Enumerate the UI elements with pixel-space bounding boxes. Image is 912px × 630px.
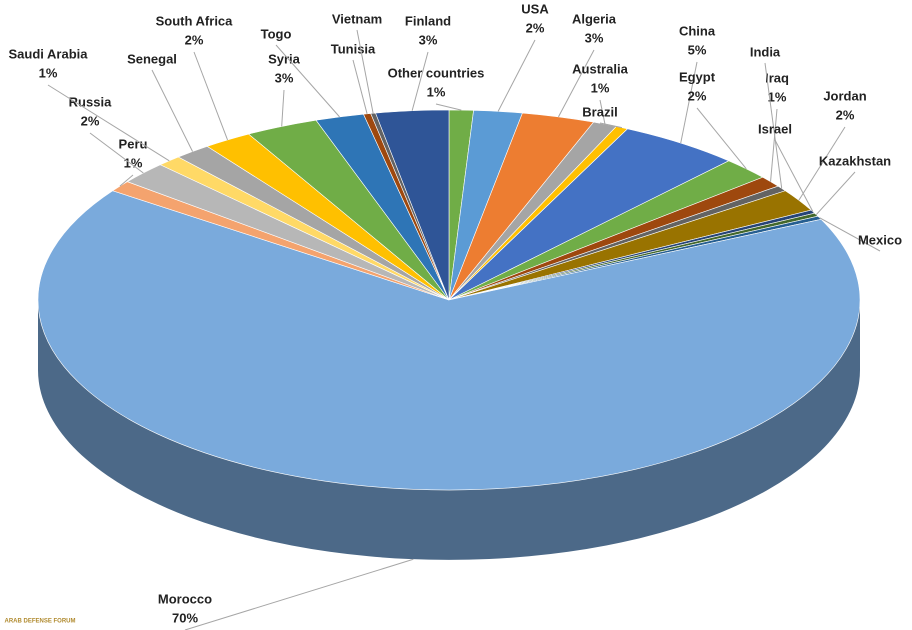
leader-line bbox=[356, 29, 374, 114]
slice-value: 2% bbox=[526, 20, 545, 35]
slice-label: Egypt bbox=[679, 69, 716, 84]
slice-label: Jordan bbox=[823, 88, 866, 103]
slice-value: 1% bbox=[427, 84, 446, 99]
leader-line bbox=[696, 107, 747, 170]
slice-label: China bbox=[679, 23, 716, 38]
slice-label: Saudi Arabia bbox=[9, 46, 89, 61]
watermark: ARAB DEFENSE FORUM bbox=[4, 619, 75, 625]
slice-value: 3% bbox=[585, 30, 604, 45]
leader-line bbox=[151, 69, 193, 152]
leader-line bbox=[275, 44, 340, 118]
leader-line bbox=[819, 217, 881, 252]
slice-label: Kazakhstan bbox=[819, 153, 891, 168]
leader-line bbox=[193, 51, 229, 141]
slice-label: Australia bbox=[572, 61, 628, 76]
slice-value: 3% bbox=[275, 70, 294, 85]
slice-label: Mexico bbox=[858, 232, 902, 247]
leader-line bbox=[119, 174, 134, 187]
slice-label: Iraq bbox=[765, 70, 789, 85]
leader-line bbox=[599, 122, 623, 129]
slice-value: 5% bbox=[688, 42, 707, 57]
slice-value: 2% bbox=[836, 107, 855, 122]
slice-value: 1% bbox=[124, 155, 143, 170]
slice-value: 1% bbox=[768, 89, 787, 104]
slice bbox=[375, 109, 450, 301]
slice-label: Brazil bbox=[582, 104, 617, 119]
leader-line bbox=[47, 84, 170, 162]
leader-line bbox=[599, 99, 606, 125]
leader-line bbox=[184, 558, 414, 630]
slice-value: 2% bbox=[185, 32, 204, 47]
leader-line bbox=[680, 61, 698, 144]
leader-line bbox=[774, 139, 814, 212]
leader-line bbox=[497, 39, 536, 112]
leader-line bbox=[815, 171, 856, 216]
leader-line bbox=[352, 59, 368, 114]
slice-label: India bbox=[750, 44, 781, 59]
slice-value: 1% bbox=[591, 80, 610, 95]
leader-line bbox=[770, 108, 778, 182]
slice-label: Algeria bbox=[572, 11, 617, 26]
slice-label: Senegal bbox=[127, 51, 177, 66]
slice-label: Israel bbox=[758, 121, 792, 136]
leader-line bbox=[281, 89, 285, 127]
slice-label: Russia bbox=[69, 94, 112, 109]
slice-value: 2% bbox=[688, 88, 707, 103]
leader-line bbox=[89, 132, 144, 174]
slice bbox=[37, 190, 861, 491]
slice-label: Syria bbox=[268, 51, 301, 66]
slice-label: Togo bbox=[261, 26, 292, 41]
slice-label: South Africa bbox=[156, 13, 234, 28]
leader-line bbox=[764, 62, 783, 189]
slice-label: Peru bbox=[119, 136, 148, 151]
slice-value: 70% bbox=[172, 610, 198, 625]
slice-label: Tunisia bbox=[331, 41, 376, 56]
leader-line bbox=[798, 126, 846, 201]
leader-line bbox=[411, 51, 429, 111]
slice-side bbox=[38, 300, 860, 560]
slice-value: 1% bbox=[39, 65, 58, 80]
leader-line bbox=[558, 49, 595, 118]
slice-label: Other countries bbox=[388, 65, 485, 80]
slice-label: Morocco bbox=[158, 591, 212, 606]
slice-label: Vietnam bbox=[332, 11, 382, 26]
slice-label: USA bbox=[521, 1, 549, 16]
slice-value: 2% bbox=[81, 113, 100, 128]
slice-value: 3% bbox=[419, 32, 438, 47]
slice-label: Finland bbox=[405, 13, 451, 28]
leader-line bbox=[435, 103, 462, 111]
